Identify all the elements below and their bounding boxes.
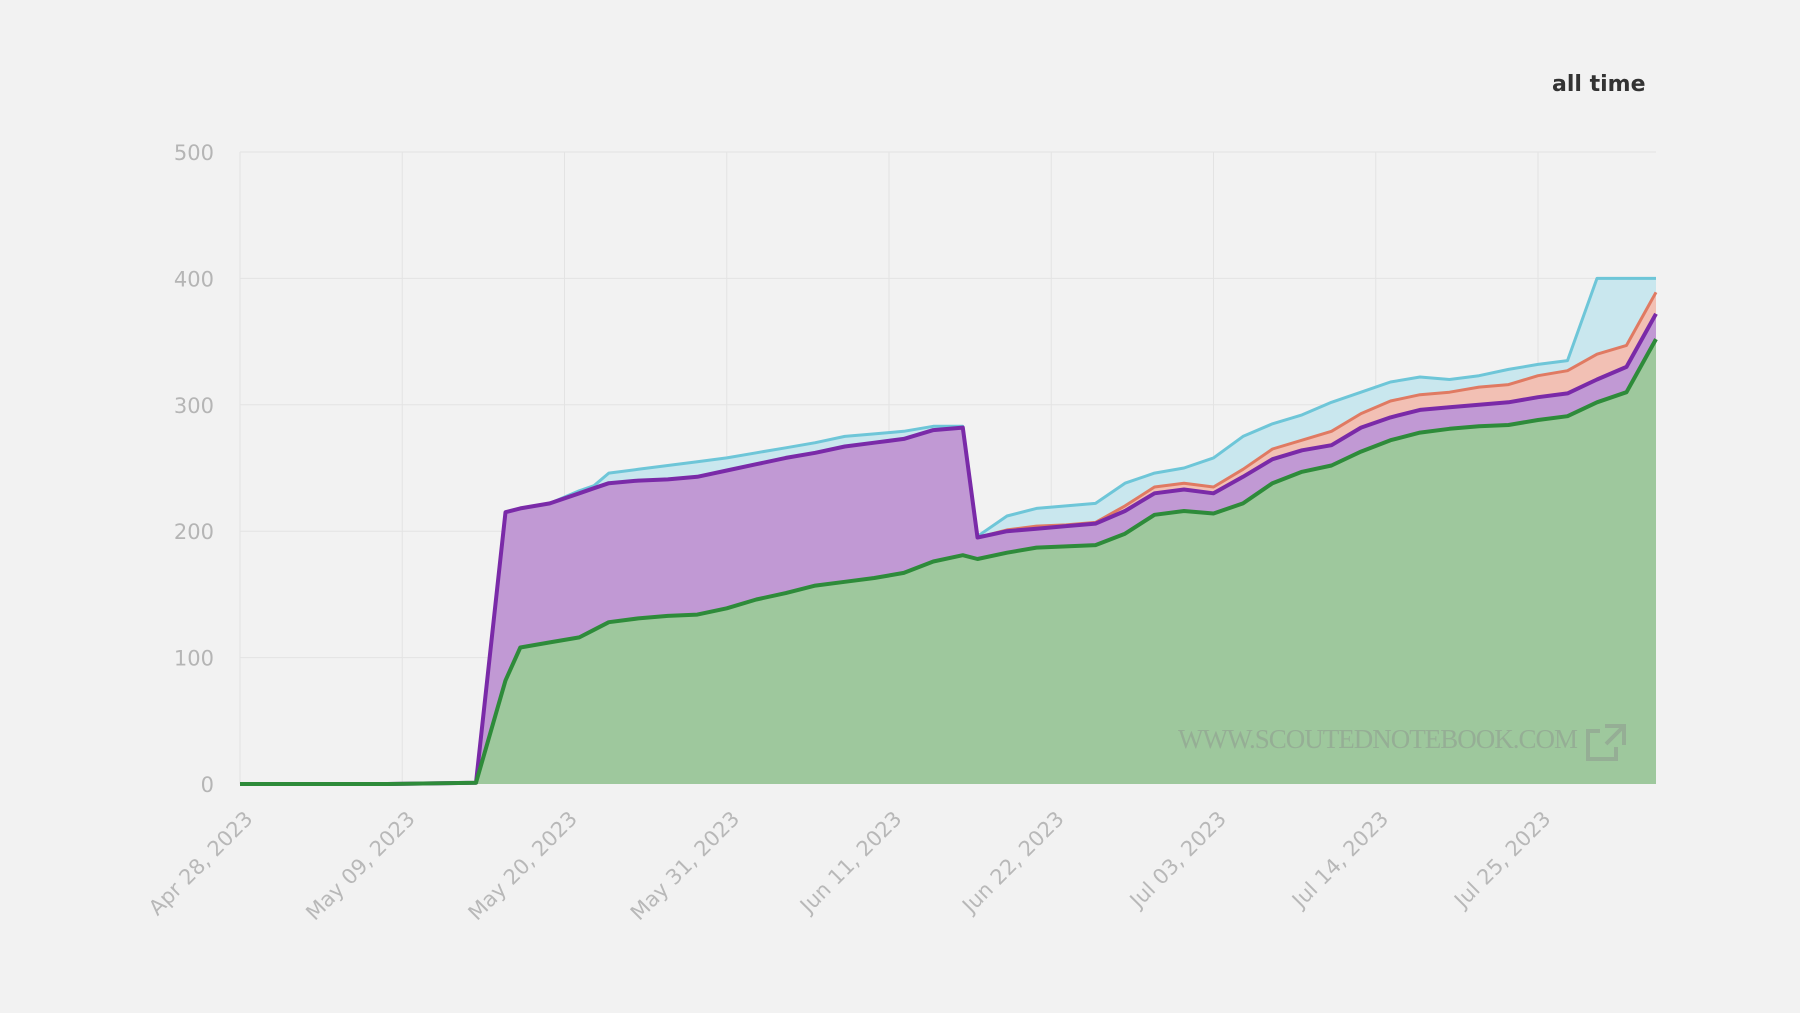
watermark[interactable]: WWW.SCOUTEDNOTEBOOK.COM [1178,724,1626,761]
x-tick-label: Apr 28, 2023 [144,807,258,921]
x-tick-label: Jul 03, 2023 [1124,807,1231,914]
x-axis: Apr 28, 2023 May 09, 2023 May 20, 2023 May … [144,807,1556,926]
green-area [240,339,1656,784]
chart-areas [240,278,1656,784]
external-link-icon [1586,724,1626,761]
y-tick-label: 500 [174,141,214,165]
x-tick-label: May 31, 2023 [626,807,745,926]
chart-lines [240,276,1658,786]
y-tick-label: 400 [174,267,214,291]
y-axis: 0 100 200 300 400 500 [174,141,214,797]
x-tick-label: Jun 22, 2023 [956,807,1068,919]
watermark-text: WWW.SCOUTEDNOTEBOOK.COM [1178,724,1578,754]
green-series-line[interactable] [240,338,1658,786]
y-tick-label: 100 [174,647,214,671]
x-tick-label: Jul 25, 2023 [1448,807,1555,914]
y-tick-label: 300 [174,394,214,418]
time-range-label[interactable]: all time [1552,72,1646,97]
y-tick-label: 0 [201,773,214,797]
cyan-series-line[interactable] [240,276,1656,786]
x-tick-label: Jul 14, 2023 [1286,807,1393,914]
x-tick-label: May 20, 2023 [464,807,583,926]
y-tick-label: 200 [174,520,214,544]
x-tick-label: Jun 11, 2023 [794,807,906,919]
x-tick-label: May 09, 2023 [301,807,420,926]
purple-series-line[interactable] [240,312,1658,786]
